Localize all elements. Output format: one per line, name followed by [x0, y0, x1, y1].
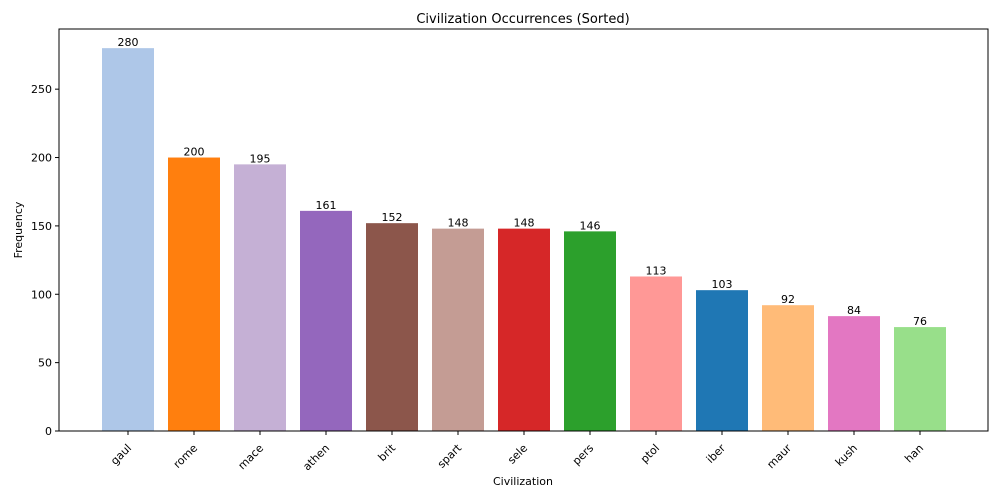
bar-maur	[762, 305, 814, 431]
x-tick-label-rome: rome	[171, 441, 201, 471]
x-tick-label-brit: brit	[376, 441, 399, 464]
bar-spart	[432, 228, 484, 431]
plot-frame	[58, 28, 989, 432]
bar-labels-layer: 280 200 195 161 152 148 148 146 113 103 92 84 76	[118, 36, 928, 328]
y-axis: 0 50 100 150 200 250	[31, 83, 59, 438]
x-tick-label-mace: mace	[236, 441, 267, 472]
bars-layer	[102, 48, 946, 432]
x-tick-label-iber: iber	[704, 441, 729, 466]
x-tick-label-pers: pers	[570, 441, 596, 467]
bar-brit	[366, 223, 418, 431]
bar-value-label-sele: 148	[514, 217, 535, 230]
y-tick-label-150: 150	[31, 220, 52, 233]
bar-value-label-gaul: 280	[118, 36, 139, 49]
bar-pers	[564, 231, 616, 431]
bar-value-label-athen: 161	[316, 199, 337, 212]
y-tick-label-100: 100	[31, 288, 52, 301]
x-tick-label-kush: kush	[833, 442, 860, 469]
x-tick-label-han: han	[902, 442, 926, 466]
bar-gaul	[102, 48, 154, 432]
bar-value-label-maur: 92	[781, 293, 795, 306]
y-tick-label-200: 200	[31, 152, 52, 165]
x-tick-label-spart: spart	[435, 441, 465, 471]
bar-ptol	[630, 276, 682, 431]
x-tick-label-maur: maur	[764, 441, 794, 471]
y-tick-label-50: 50	[38, 357, 52, 370]
bar-value-label-spart: 148	[448, 217, 469, 230]
x-tick-label-gaul: gaul	[108, 442, 134, 468]
x-tick-label-athen: athen	[300, 442, 332, 474]
bar-sele	[498, 228, 550, 431]
bar-iber	[696, 290, 748, 431]
bar-rome	[168, 157, 220, 431]
bar-value-label-iber: 103	[712, 278, 733, 291]
bar-value-label-mace: 195	[250, 152, 271, 165]
bar-han	[894, 327, 946, 431]
x-tick-label-ptol: ptol	[638, 442, 662, 466]
y-tick-label-0: 0	[45, 425, 52, 438]
bar-athen	[300, 210, 352, 431]
bar-value-label-kush: 84	[847, 304, 861, 317]
y-axis-label: Frequency	[12, 201, 25, 258]
y-tick-label-250: 250	[31, 83, 52, 96]
chart-title: Civilization Occurrences (Sorted)	[416, 12, 629, 27]
bar-value-label-han: 76	[913, 315, 927, 328]
x-axis: gaul rome mace athen brit spart sele pers ptol ib…	[108, 431, 926, 473]
bar-value-label-ptol: 113	[646, 264, 667, 277]
bar-kush	[828, 316, 880, 431]
bar-mace	[234, 164, 286, 431]
bar-value-label-pers: 146	[580, 219, 601, 232]
x-axis-label: Civilization	[493, 475, 553, 488]
bar-value-label-rome: 200	[184, 146, 205, 159]
bar-value-label-brit: 152	[382, 211, 403, 224]
x-tick-label-sele: sele	[505, 441, 530, 466]
